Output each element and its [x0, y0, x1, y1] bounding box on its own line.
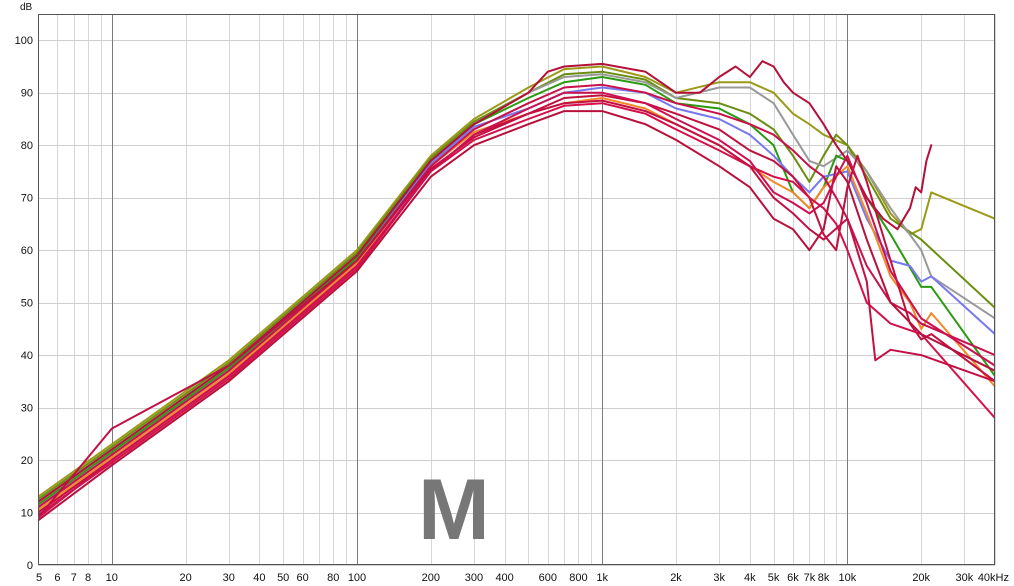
y-tick-label: 100 — [15, 35, 33, 47]
x-tick-label: 100 — [348, 572, 366, 584]
x-tick-label: 7 — [71, 572, 77, 584]
y-tick-label: 30 — [21, 403, 33, 415]
series-lines — [38, 60, 995, 522]
y-tick-label: 90 — [21, 88, 33, 100]
x-tick-label: 400 — [495, 572, 513, 584]
x-tick-label: 5 — [36, 572, 42, 584]
x-tick-label: 800 — [569, 572, 587, 584]
y-tick-label: 20 — [21, 455, 33, 467]
x-tick-label: 300 — [465, 572, 483, 584]
x-tick-label: 40kHz — [978, 572, 1009, 584]
series-line — [38, 99, 995, 519]
x-tick-label: 80 — [327, 572, 339, 584]
x-tick-label: 6 — [54, 572, 60, 584]
x-tick-label: 4k — [744, 572, 756, 584]
x-tick-label: 10 — [106, 572, 118, 584]
y-tick-labels: 0 10 20 30 40 50 60 70 80 90 100 — [15, 35, 33, 572]
x-tick-label: 600 — [539, 572, 557, 584]
x-tick-labels: 5 6 7 8 10 20 30 40 50 60 80 100 200 300 400 600 800 1k 2k… — [36, 572, 1009, 584]
x-tick-label: 8 — [85, 572, 91, 584]
series-line — [38, 91, 995, 519]
y-tick-label: 80 — [21, 140, 33, 152]
watermark-letter: M — [418, 462, 490, 558]
x-tick-label: 5k — [768, 572, 780, 584]
major-gridlines — [112, 14, 848, 565]
x-tick-label: 60 — [296, 572, 308, 584]
y-axis-unit-label: dB — [20, 2, 33, 13]
series-line — [38, 83, 995, 509]
plot-frame — [38, 14, 995, 565]
x-tick-label: 40 — [253, 572, 265, 584]
x-tick-label: 7k — [804, 572, 816, 584]
x-tick-label: 50 — [277, 572, 289, 584]
x-tick-label: 10k — [839, 572, 857, 584]
x-tick-label: 2k — [670, 572, 682, 584]
x-tick-label: 1k — [596, 572, 608, 584]
y-tick-label: 10 — [21, 508, 33, 520]
x-tick-label: 20k — [912, 572, 930, 584]
series-line — [38, 65, 995, 498]
x-tick-label: 20 — [179, 572, 191, 584]
x-tick-label: 30k — [955, 572, 973, 584]
series-line — [38, 60, 933, 503]
y-tick-label: 50 — [21, 298, 33, 310]
x-tick-label: 3k — [713, 572, 725, 584]
x-tick-label: 6k — [787, 572, 799, 584]
y-tick-label: 0 — [27, 560, 33, 572]
series-line — [38, 70, 995, 501]
plot-background — [38, 14, 995, 565]
series-line — [38, 110, 995, 522]
y-tick-label: 60 — [21, 245, 33, 257]
x-tick-label: 8k — [818, 572, 830, 584]
y-tick-label: 70 — [21, 193, 33, 205]
series-line — [38, 86, 995, 509]
x-tick-label: 200 — [422, 572, 440, 584]
x-tick-label: 30 — [223, 572, 235, 584]
y-tick-label: 40 — [21, 350, 33, 362]
